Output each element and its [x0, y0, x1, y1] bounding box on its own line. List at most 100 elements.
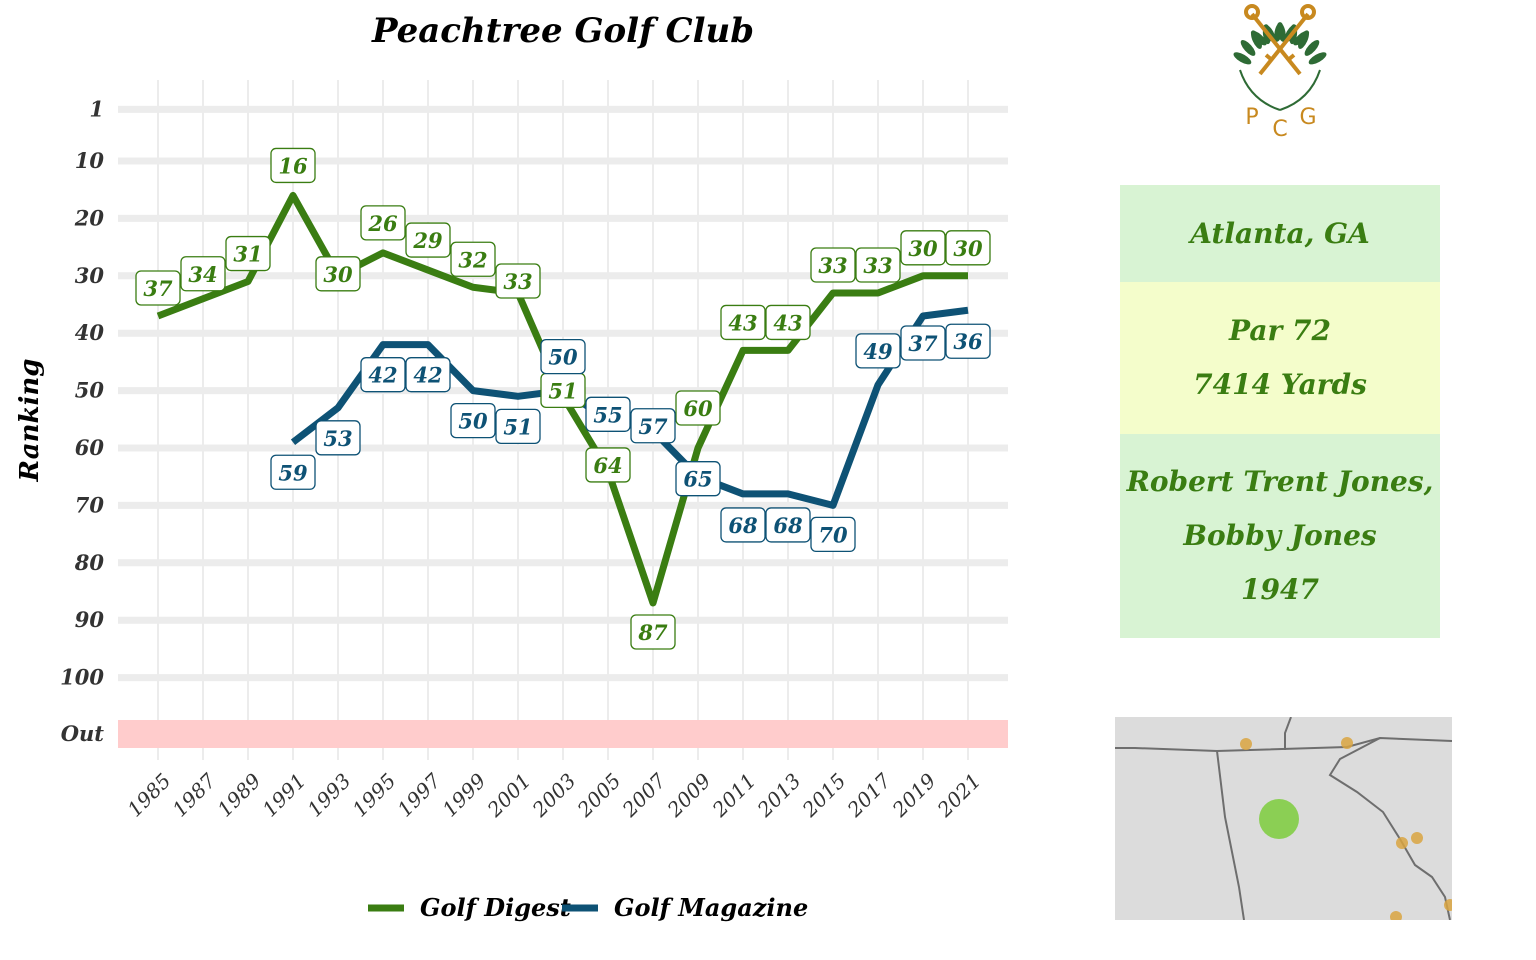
x-tick-label: 1991 [258, 769, 311, 822]
y-axis-ticks: 1 10 20 30 40 50 60 70 80 90 100 Out [60, 96, 104, 746]
svg-text:31: 31 [233, 242, 262, 267]
y-tick-label: 10 [75, 148, 105, 173]
y-axis-label: Ranking [15, 359, 45, 483]
logo-letter-c: C [1272, 117, 1287, 140]
data-label: 64 [585, 447, 631, 483]
svg-text:65: 65 [683, 467, 712, 492]
y-tick-label: 30 [75, 263, 105, 288]
map-dot [1240, 738, 1252, 750]
architect-line-2: Bobby Jones [1183, 519, 1377, 552]
svg-text:68: 68 [773, 513, 803, 538]
svg-text:29: 29 [412, 228, 443, 253]
y-tick-label: 100 [60, 665, 104, 690]
map-dot [1396, 837, 1408, 849]
svg-text:42: 42 [368, 363, 397, 388]
data-label: 50 [540, 338, 586, 375]
data-label: 59 [270, 454, 316, 490]
y-tick-label: Out [61, 721, 105, 746]
svg-text:68: 68 [728, 513, 758, 538]
svg-text:33: 33 [818, 253, 847, 278]
out-band [118, 720, 1008, 748]
data-label: 37 [135, 270, 181, 306]
svg-text:49: 49 [863, 339, 893, 364]
svg-text:43: 43 [728, 310, 757, 335]
x-tick-label: 1999 [438, 768, 491, 821]
y-tick-label: 70 [75, 492, 105, 517]
svg-text:36: 36 [953, 329, 983, 354]
laurel-leaf [1298, 30, 1309, 49]
data-label: 32 [450, 241, 496, 277]
svg-text:32: 32 [458, 247, 487, 272]
svg-text:50: 50 [458, 409, 488, 434]
svg-text:70: 70 [818, 522, 848, 547]
x-tick-label: 2013 [752, 769, 806, 823]
y-tick-label: 60 [75, 435, 105, 460]
svg-text:53: 53 [323, 426, 352, 451]
y-tick-label: 90 [75, 607, 105, 632]
data-label: 30 [900, 230, 946, 266]
laurel-leaf [1304, 40, 1320, 56]
y-tick-label: 20 [74, 205, 105, 230]
data-label: 43 [765, 304, 811, 341]
data-label: 65 [675, 461, 721, 497]
yards-text: 7414 Yards [1193, 368, 1367, 401]
svg-text:37: 37 [908, 331, 938, 356]
laurel-leaf [1250, 30, 1267, 46]
x-tick-label: 1995 [348, 769, 401, 822]
svg-text:34: 34 [188, 262, 217, 287]
x-tick-label: 2017 [842, 768, 896, 822]
legend: Golf Digest Golf Magazine [368, 893, 808, 922]
data-label: 51 [540, 372, 586, 408]
x-tick-label: 1989 [213, 768, 266, 821]
data-label: 49 [855, 333, 901, 369]
svg-text:37: 37 [143, 276, 173, 301]
data-label: 36 [945, 323, 991, 359]
x-tick-label: 2007 [617, 768, 671, 822]
svg-text:55: 55 [593, 402, 622, 427]
svg-text:42: 42 [413, 363, 442, 388]
data-label: 43 [720, 304, 766, 341]
logo-letter-p: P [1245, 105, 1258, 130]
x-tick-label: 1997 [393, 768, 446, 821]
architect-panel: Robert Trent Jones, Bobby Jones 1947 [1120, 434, 1440, 638]
svg-text:64: 64 [593, 453, 622, 478]
x-tick-label: 2015 [797, 769, 851, 823]
laurel-leaf [1233, 52, 1252, 65]
data-label: 33 [495, 263, 541, 299]
svg-text:60: 60 [683, 396, 713, 421]
data-label: 50 [450, 402, 496, 439]
svg-text:30: 30 [323, 262, 353, 287]
x-tick-label: 1985 [123, 769, 176, 822]
svg-text:30: 30 [953, 236, 983, 261]
year-built-text: 1947 [1241, 573, 1319, 606]
laurel-leaf [1276, 22, 1286, 42]
svg-text:87: 87 [637, 620, 668, 645]
par-text: Par 72 [1229, 314, 1331, 347]
data-label: 29 [405, 222, 451, 258]
x-tick-label: 1993 [303, 769, 356, 822]
x-tick-label: 2009 [662, 768, 716, 822]
svg-text:50: 50 [548, 345, 578, 370]
svg-text:33: 33 [503, 269, 532, 294]
legend-label: Golf Digest [420, 893, 571, 922]
x-axis-ticks: 1985198719891991199319951997199920012003… [123, 768, 986, 822]
data-label: 68 [765, 507, 811, 543]
data-label: 68 [720, 507, 766, 543]
data-label: 30 [945, 230, 991, 266]
map-highlight-dot [1259, 799, 1299, 839]
architect-line-1: Robert Trent Jones, [1126, 465, 1434, 498]
data-label: 70 [810, 516, 856, 553]
legend-label: Golf Magazine [614, 893, 808, 922]
svg-text:51: 51 [503, 414, 532, 439]
x-tick-label: 2011 [707, 769, 761, 823]
ranking-chart: Peachtree Golf Club 11020304050607080901… [15, 11, 1008, 922]
logo-letter-g: G [1299, 105, 1316, 130]
data-label: 53 [315, 420, 361, 456]
data-label: 60 [675, 390, 721, 426]
y-tick-label: 80 [74, 550, 105, 575]
data-label: 87 [630, 614, 676, 650]
map-dot [1390, 911, 1402, 920]
location-map [1115, 717, 1452, 920]
chart-grid [118, 80, 1008, 760]
svg-text:30: 30 [908, 236, 938, 261]
